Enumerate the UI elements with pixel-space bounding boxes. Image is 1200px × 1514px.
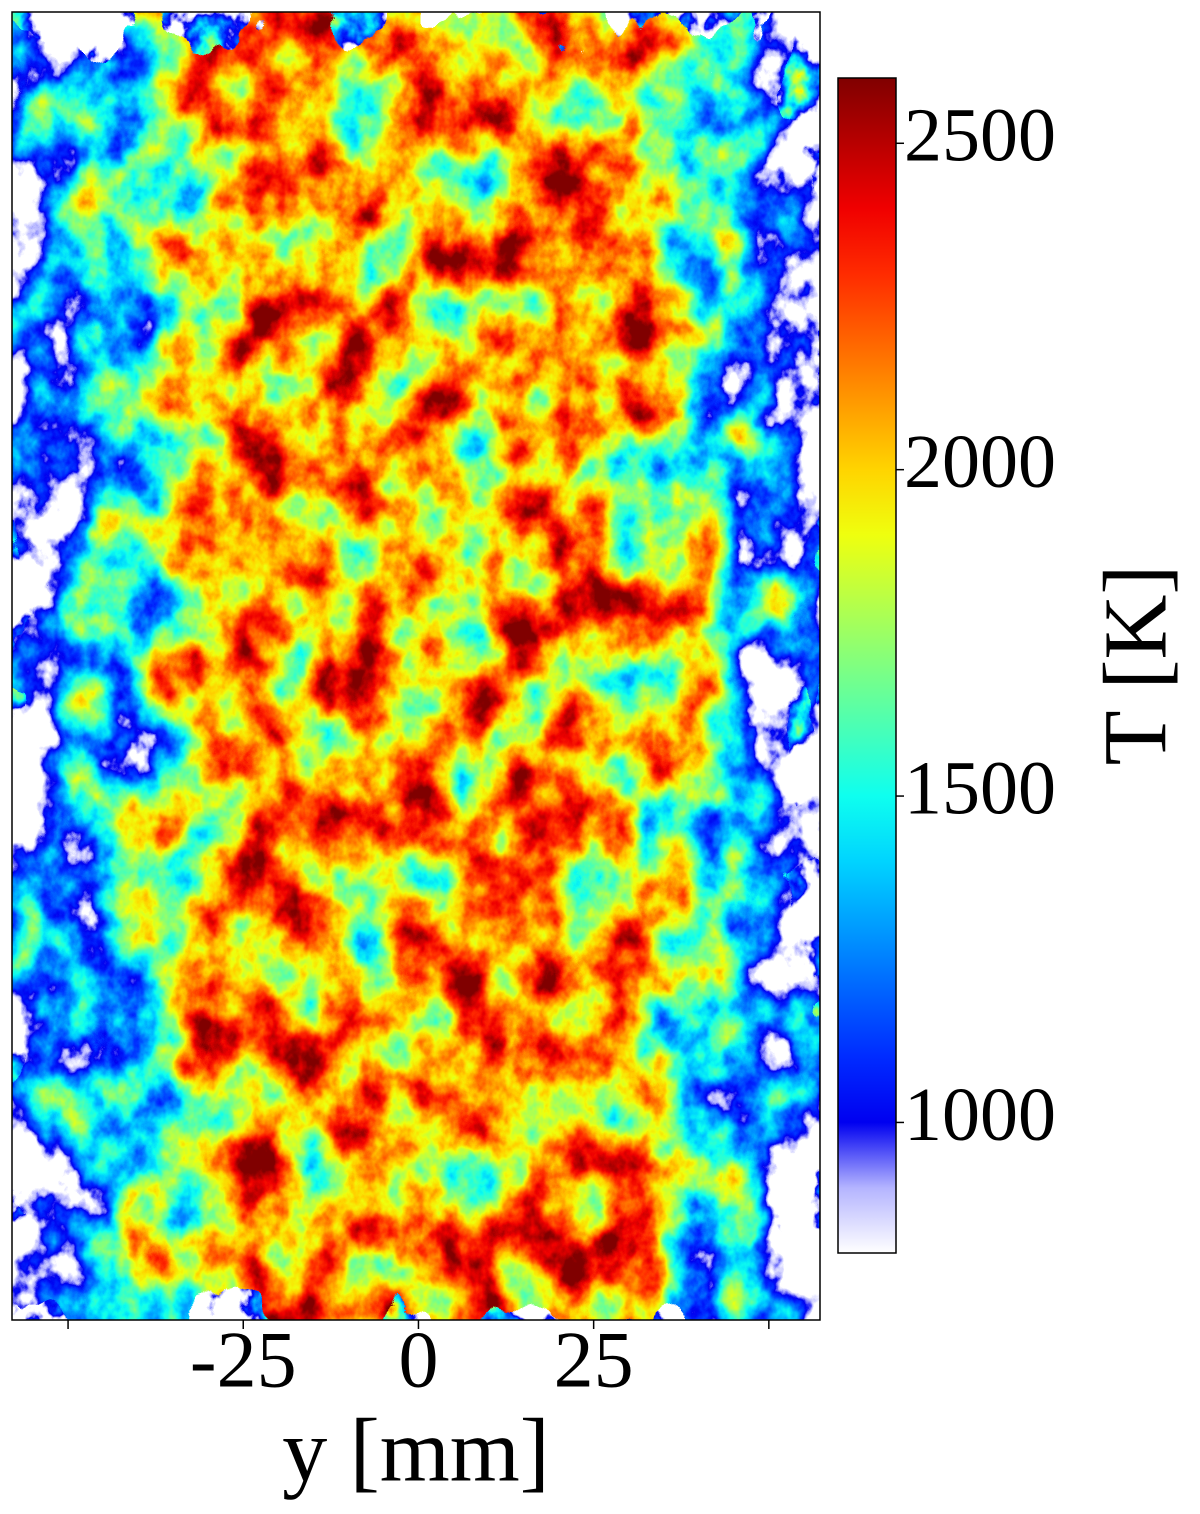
x-tick-label: 0 <box>398 1316 438 1404</box>
colorbar <box>837 77 897 1254</box>
colorbar-label: T [K] <box>1087 565 1186 766</box>
x-tick-label: 25 <box>554 1316 634 1404</box>
field <box>12 12 820 1320</box>
colorbar-tick-label: 1500 <box>904 746 1056 830</box>
x-tick-label: -25 <box>190 1316 297 1404</box>
plot-frame <box>11 11 821 1321</box>
colorbar-tick-label: 1000 <box>904 1073 1056 1157</box>
temperature-field <box>12 12 820 1320</box>
colorbar-tick-label: 2500 <box>904 94 1056 178</box>
colorbar-tick-label: 2000 <box>904 420 1056 504</box>
x-axis-label: y [mm] <box>282 1402 549 1501</box>
